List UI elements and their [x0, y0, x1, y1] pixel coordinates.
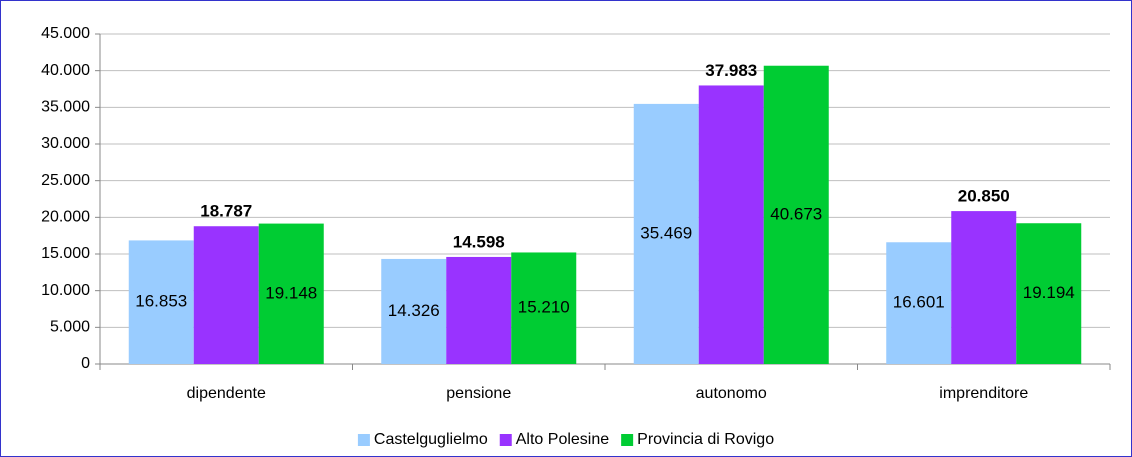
legend-label: Provincia di Rovigo [637, 431, 774, 448]
y-tick-label: 0 [81, 355, 90, 372]
x-tick-label: pensione [446, 385, 511, 402]
value-label: 37.983 [705, 61, 757, 80]
y-tick-label: 15.000 [41, 245, 90, 262]
value-label: 18.787 [200, 202, 252, 221]
legend-label: Alto Polesine [516, 431, 609, 448]
x-tick-label: imprenditore [939, 385, 1028, 402]
value-label: 20.850 [958, 187, 1010, 206]
bar [698, 85, 764, 364]
bar [128, 240, 194, 364]
value-label: 16.601 [893, 293, 945, 312]
legend-swatch [621, 434, 634, 446]
value-label: 40.673 [770, 204, 822, 223]
y-tick-label: 35.000 [41, 99, 90, 116]
legend-swatch [499, 434, 512, 446]
bar [193, 226, 259, 364]
y-tick-label: 10.000 [41, 282, 90, 299]
y-tick-label: 30.000 [41, 135, 90, 152]
value-label: 16.853 [135, 292, 187, 311]
y-tick-label: 5.000 [50, 319, 90, 336]
bar [258, 223, 324, 364]
value-label: 19.194 [1023, 283, 1075, 302]
bar [633, 103, 699, 365]
y-tick-label: 20.000 [41, 209, 90, 226]
bar [763, 65, 829, 365]
y-tick-label: 45.000 [41, 25, 90, 42]
x-tick-label: autonomo [696, 385, 767, 402]
bar [886, 242, 952, 364]
bar [1016, 223, 1082, 364]
value-label: 35.469 [640, 223, 692, 242]
value-label: 14.598 [453, 232, 505, 251]
bar [446, 256, 512, 364]
y-tick-label: 40.000 [41, 62, 90, 79]
value-label: 15.210 [518, 298, 570, 317]
legend-swatch [357, 434, 370, 446]
value-label: 14.326 [388, 301, 440, 320]
legend-label: Castelguglielmo [374, 431, 488, 448]
bar [511, 252, 577, 364]
bar [951, 211, 1017, 364]
bar [381, 258, 447, 364]
y-tick-label: 25.000 [41, 172, 90, 189]
x-tick-label: dipendente [187, 385, 266, 402]
value-label: 19.148 [265, 283, 317, 302]
